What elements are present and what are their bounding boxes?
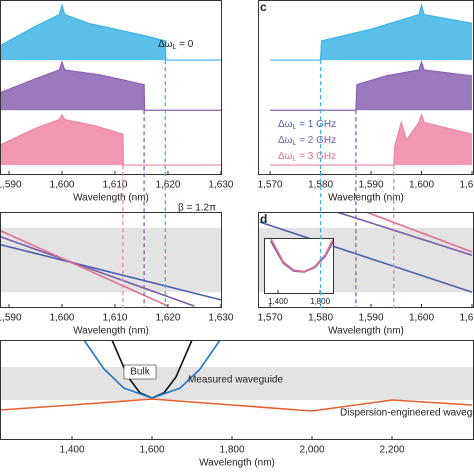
spectrum-fill (0, 114, 221, 166)
plot-area (270, 2, 473, 166)
annotation: ΔωL = 0 (158, 39, 194, 51)
text: = 2 GHz (296, 135, 336, 146)
subscript: L (293, 156, 297, 163)
x-axis-label: Wavelength (nm) (73, 326, 149, 337)
x-tick-label: 1,580 (308, 313, 333, 324)
series-label: Dispersion-engineered waveguide (340, 408, 474, 419)
subscript: L (293, 140, 297, 147)
frame (0, 0, 222, 175)
symbol: Δω (278, 119, 293, 130)
legend-entry: ΔωL = 3 GHz (278, 151, 336, 163)
subscript: L (173, 44, 177, 51)
x-tick-label: 1,590 (0, 313, 22, 324)
spectrum-fill (270, 114, 472, 166)
x-axis-label: Wavelength (nm) (199, 458, 275, 469)
x-tick-label: 1,610 (459, 313, 474, 324)
x-axis-label: Wavelength (nm) (328, 326, 404, 337)
series-label: Measured waveguide (188, 375, 283, 386)
symbol: Δω (158, 39, 173, 50)
spectrum-fill (270, 5, 472, 61)
x-tick-label: 1,620 (155, 180, 180, 191)
label-box (123, 364, 157, 380)
legend-entry: ΔωL = 2 GHz (278, 135, 336, 147)
spectrum-fill (0, 5, 221, 61)
series-line (259, 221, 473, 293)
subscript: L (293, 124, 297, 131)
plot-area (0, 3, 221, 166)
x-tick-label: 1,580 (308, 180, 333, 191)
x-tick-label: 1,400 (268, 297, 289, 306)
x-tick-label: 2,000 (299, 445, 324, 456)
x-tick-label: 1,590 (359, 180, 384, 191)
panel-letter: c (260, 0, 267, 14)
x-tick-label: 1,630 (208, 313, 233, 324)
x-tick-label: 1,400 (59, 445, 84, 456)
band (0, 367, 474, 400)
x-tick-label: 1,800 (219, 445, 244, 456)
symbol: Δω (278, 135, 293, 146)
text: = 3 GHz (296, 151, 336, 162)
symbol: Δω (278, 151, 293, 162)
x-tick-label: 1,600 (49, 180, 74, 191)
x-tick-label: 2,200 (379, 445, 404, 456)
text: = 1 GHz (296, 119, 336, 130)
series-line (83, 340, 221, 399)
series-line (0, 243, 222, 301)
x-tick-label: 1,610 (459, 180, 474, 191)
series-label: Bulk (130, 367, 150, 378)
series-line (0, 229, 169, 307)
x-tick-label: 1,600 (409, 313, 434, 324)
plot-area (269, 238, 334, 273)
series-line (270, 59, 473, 111)
spectrum-fill (270, 61, 472, 111)
series-line (363, 212, 473, 253)
x-axis-label: Wavelength (nm) (73, 193, 149, 204)
series-line (0, 398, 473, 412)
x-tick-label: 1,570 (258, 313, 283, 324)
series-line (270, 2, 473, 61)
x-tick-label: 1,590 (359, 313, 384, 324)
frame (0, 212, 222, 308)
frame (264, 238, 334, 294)
series-line (334, 212, 473, 256)
series-line (0, 235, 195, 307)
x-tick-label: 1,610 (102, 313, 127, 324)
text: = 0 (176, 39, 193, 50)
legend-entry: ΔωL = 1 GHz (278, 119, 336, 131)
x-tick-label: 1,600 (49, 313, 74, 324)
plot-area (0, 340, 474, 412)
x-tick-label: 1,600 (409, 180, 434, 191)
x-tick-label: 1,610 (102, 180, 127, 191)
band (0, 227, 222, 293)
panel-letter: d (260, 212, 267, 226)
series-line (0, 113, 221, 166)
series-line (0, 3, 221, 61)
series-line (270, 113, 473, 166)
series-line (269, 238, 334, 273)
x-tick-label: 1,570 (258, 180, 283, 191)
plot-area (0, 227, 222, 307)
x-tick-label: 1,620 (155, 313, 180, 324)
series-line (0, 59, 221, 111)
x-axis-label: Wavelength (nm) (328, 193, 404, 204)
spectrum-fill (0, 61, 221, 111)
x-tick-label: 1,590 (0, 180, 22, 191)
annotation: β = 1.2π (178, 203, 216, 214)
x-tick-label: 1,600 (139, 445, 164, 456)
x-tick-label: 1,630 (208, 180, 233, 191)
